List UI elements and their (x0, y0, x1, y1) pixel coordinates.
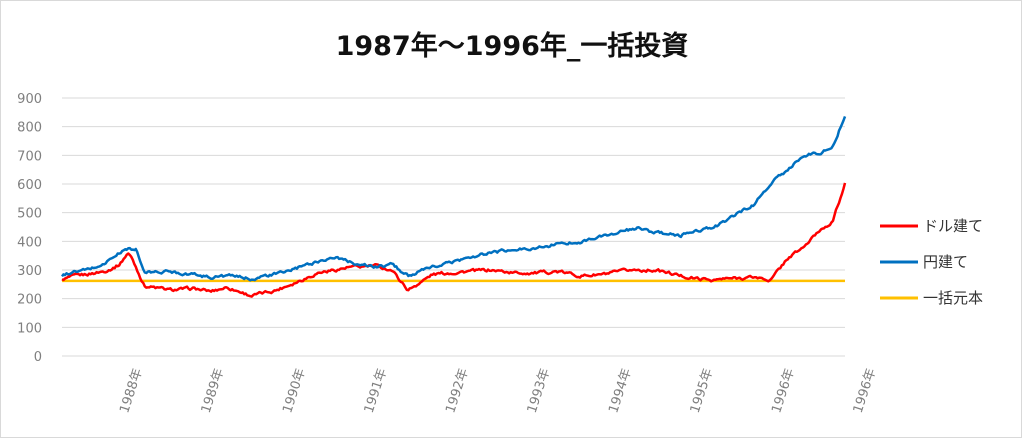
y-tick-label: 300 (17, 264, 42, 279)
y-tick-label: 100 (17, 321, 42, 336)
x-axis-ticks: 1988年 1989年 1990年 1991年 1992年 1993年 1994年 1995年… (117, 367, 879, 415)
series-lines (61, 115, 847, 298)
y-tick-label: 200 (17, 293, 42, 308)
x-tick-label: 1989年 (199, 367, 228, 415)
x-tick-label: 1991年 (362, 367, 391, 415)
x-tick-label: 1988年 (117, 367, 146, 415)
chart-title: 1987年～1996年_一括投資 (335, 31, 689, 62)
y-tick-label: 0 (34, 350, 42, 365)
x-tick-label: 1992年 (443, 367, 472, 415)
x-tick-label: 1996年 (851, 367, 880, 415)
x-tick-label: 1996年 (769, 367, 798, 415)
y-axis-ticks: 0 100 200 300 400 500 600 700 800 900 (17, 92, 42, 365)
gridlines (62, 97, 845, 328)
legend-label: ドル建て (923, 217, 983, 235)
y-tick-label: 800 (17, 121, 42, 136)
x-tick-label: 1990年 (280, 367, 309, 415)
y-tick-label: 500 (17, 207, 42, 222)
legend-label: 一括元本 (923, 289, 983, 307)
y-tick-label: 700 (17, 149, 42, 164)
legend-label: 円建て (923, 253, 968, 271)
y-tick-label: 900 (17, 92, 42, 107)
series-line-1 (61, 115, 847, 282)
series-line-0 (61, 182, 847, 298)
y-tick-label: 600 (17, 178, 42, 193)
x-tick-label: 1995年 (688, 367, 717, 415)
x-tick-label: 1993年 (525, 367, 554, 415)
y-tick-label: 400 (17, 235, 42, 250)
x-tick-label: 1994年 (606, 367, 635, 415)
